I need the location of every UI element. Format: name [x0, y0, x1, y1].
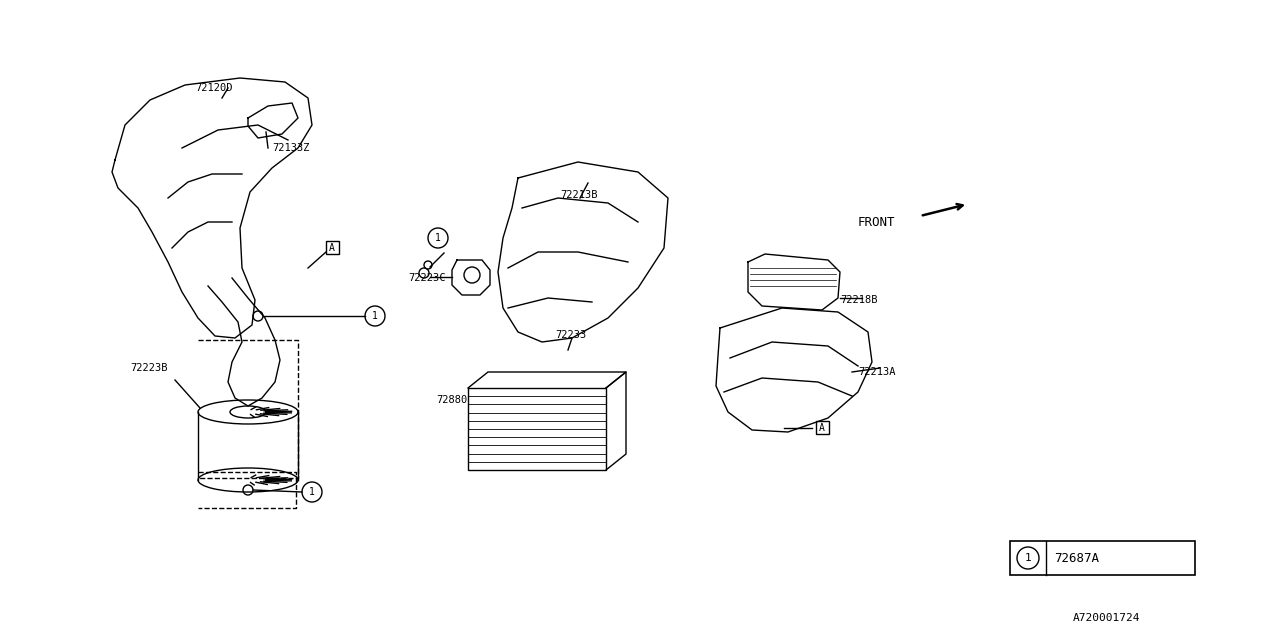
Text: 72218B: 72218B	[840, 295, 878, 305]
Text: A: A	[819, 423, 824, 433]
Text: 1: 1	[435, 233, 440, 243]
Text: 1: 1	[308, 487, 315, 497]
Text: FRONT: FRONT	[858, 216, 896, 228]
Text: 72233: 72233	[556, 330, 586, 340]
Text: 72133Z: 72133Z	[273, 143, 310, 153]
Text: 72223B: 72223B	[131, 363, 168, 373]
Bar	[468, 388, 605, 470]
Bar	[326, 241, 339, 254]
Text: 72687A: 72687A	[1053, 552, 1100, 564]
Text: A720001724: A720001724	[1073, 613, 1140, 623]
Text: A: A	[329, 243, 335, 253]
Text: 72213A: 72213A	[858, 367, 896, 377]
Text: 72223C: 72223C	[408, 273, 445, 283]
Text: 72213B: 72213B	[561, 190, 598, 200]
Bar	[817, 421, 829, 434]
Text: 1: 1	[1024, 553, 1032, 563]
Bar	[1010, 541, 1196, 575]
Text: 72880: 72880	[436, 395, 468, 405]
Text: 72120D: 72120D	[195, 83, 233, 93]
Text: 1: 1	[372, 311, 378, 321]
